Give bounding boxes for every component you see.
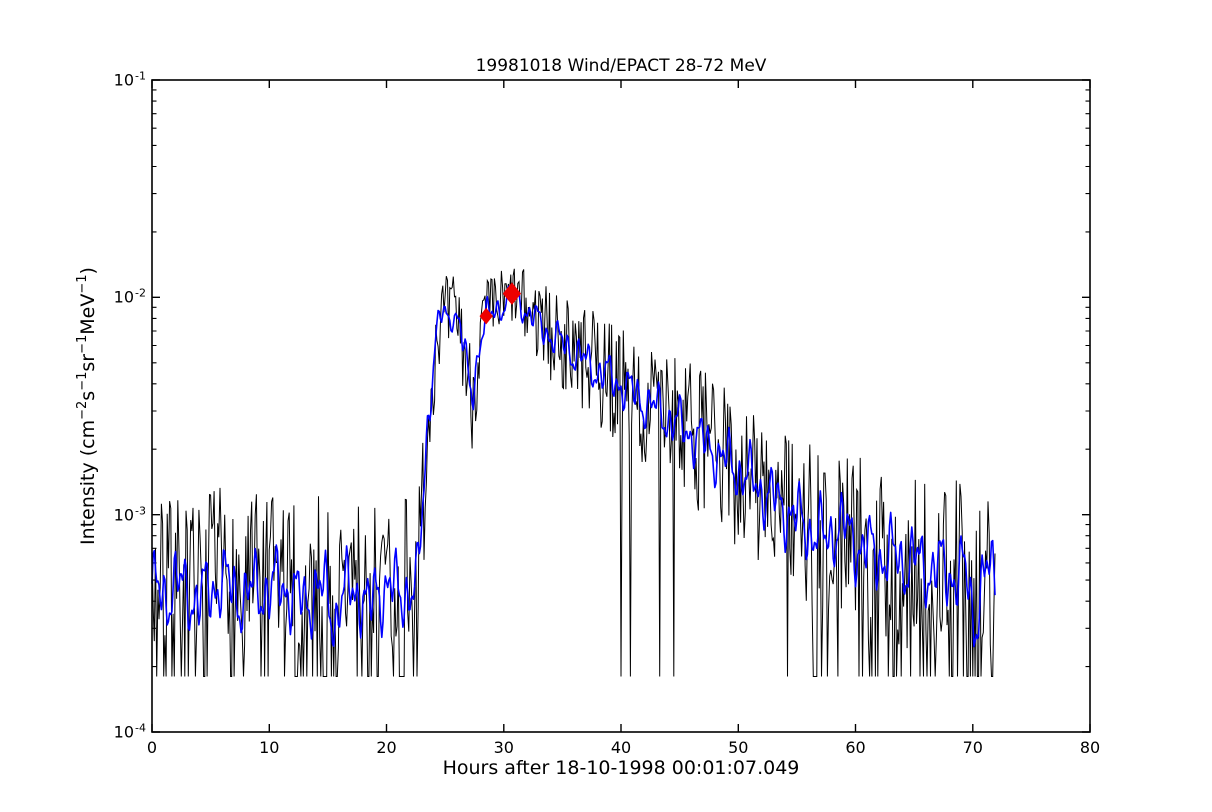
x-tick-label-20: 20 [376, 738, 397, 757]
y-tick-base: 10 [113, 70, 135, 90]
y-axis-label-text: sr [77, 353, 99, 372]
y-tick-label-10e-2: 10-2 [113, 286, 146, 307]
y-axis-label-exponent: −2 [75, 400, 90, 420]
y-axis-label-text: Intensity (cm [77, 419, 99, 545]
x-tick-label-60: 60 [845, 738, 866, 757]
y-axis-label-exponent: −1 [75, 371, 90, 391]
smoothed-intensity-trace [151, 285, 996, 648]
x-tick-label-70: 70 [962, 738, 983, 757]
plot-title: 19981018 Wind/EPACT 28-72 MeV [475, 56, 767, 76]
noisy-intensity-trace [151, 268, 996, 677]
x-tick-label-0: 0 [146, 738, 158, 757]
y-axis-label: Intensity (cm−2s−1sr−1MeV−1) [75, 267, 99, 545]
y-tick-base: 10 [113, 287, 135, 307]
x-axis-label: Hours after 18-10-1998 00:01:07.049 [442, 757, 800, 779]
x-tick-label-80: 80 [1079, 738, 1101, 757]
y-tick-exponent: -2 [135, 286, 146, 300]
peak-marker-diamond [502, 282, 522, 305]
peak-marker-diamond [479, 307, 493, 325]
x-tick-label-50: 50 [728, 738, 749, 757]
x-tick-label-30: 30 [493, 738, 514, 757]
y-tick-label-10e-4: 10-4 [113, 721, 146, 742]
y-tick-base: 10 [113, 722, 135, 742]
y-tick-exponent: -3 [135, 504, 146, 518]
x-tick-label-10: 10 [259, 738, 280, 757]
y-minor-ticks [152, 89, 1090, 668]
plot-frame [151, 79, 1091, 733]
y-tick-exponent: -1 [135, 69, 146, 83]
y-axis-label-exponent: −1 [75, 274, 90, 294]
y-axis-label-exponent: −1 [75, 334, 90, 354]
y-tick-base: 10 [113, 505, 135, 525]
y-tick-label-10e-3: 10-3 [113, 504, 146, 525]
y-axis-label-text: s [77, 390, 99, 401]
y-tick-label-10e-1: 10-1 [113, 69, 146, 90]
y-axis-label-text: MeV [77, 293, 99, 335]
x-tick-label-40: 40 [610, 738, 632, 757]
y-tick-exponent: -4 [135, 721, 146, 735]
